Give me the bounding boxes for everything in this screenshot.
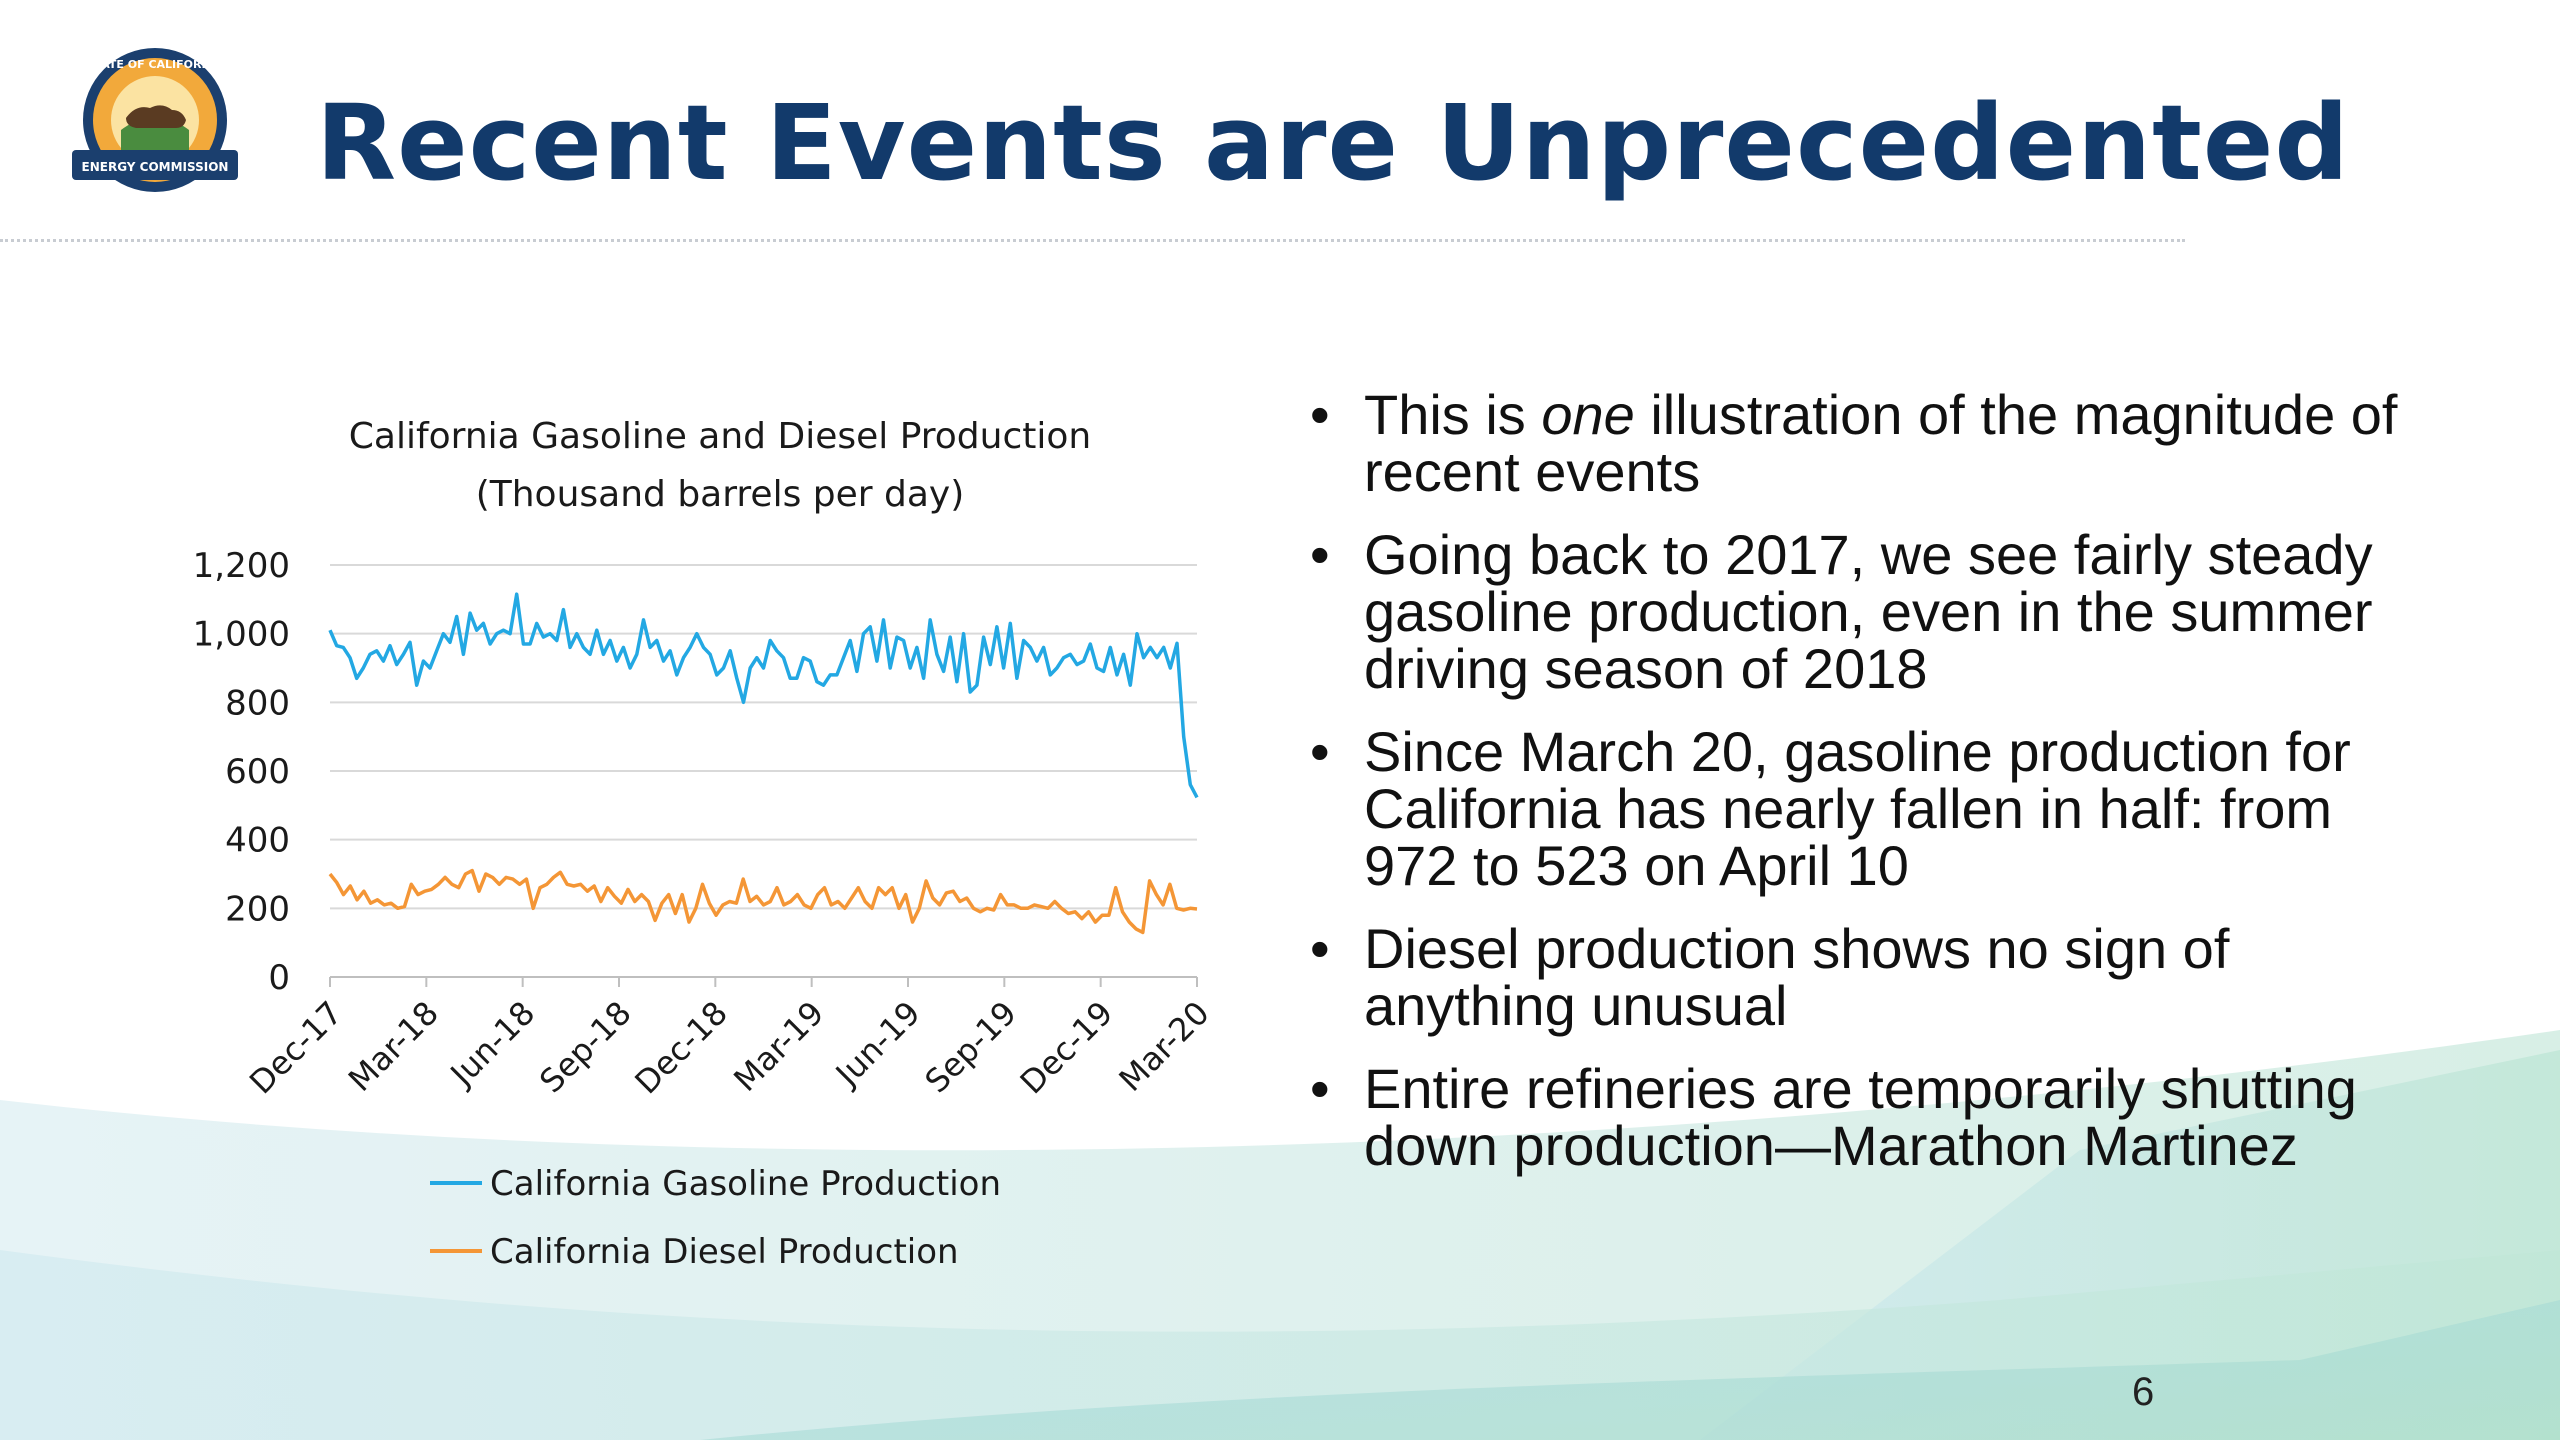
chart-gridlines [330,564,1197,910]
y-tick-label: 200 [225,889,290,929]
x-tick-label: Sep-18 [532,994,638,1100]
page-number: 6 [2132,1370,2155,1414]
bullet-marker: • [1310,1057,1330,1120]
y-tick-label: 800 [225,683,290,723]
bullet-list: • This is one illustration of the magnitu… [1310,386,2430,1200]
chart-title: California Gasoline and Diesel Productio… [349,416,1091,457]
bullet-emphasis: one [1541,383,1635,446]
seal-banner-text: ENERGY COMMISSION [82,160,229,174]
slide-title: Recent Events are Unprecedented [316,82,2350,204]
bullet-text: Since March 20, gasoline production for … [1364,720,2351,897]
x-axis-ticks: Dec-17Mar-18Jun-18Sep-18Dec-18Mar-19Jun-… [242,977,1217,1101]
gasoline-series-line [328,592,1199,799]
x-tick-label: Mar-20 [1112,994,1217,1099]
y-tick-label: 400 [225,821,290,861]
x-tick-label: Dec-19 [1013,994,1121,1102]
bullet-text: This is [1364,383,1542,446]
x-tick-label: Jun-18 [442,994,543,1095]
bullet-text-continued: illustration of the magnitude of recent … [1364,383,2398,503]
bullet-item: • Entire refineries are temporarily shutt… [1310,1060,2430,1174]
x-tick-label: Dec-17 [242,994,350,1102]
x-tick-label: Mar-18 [341,994,446,1099]
y-tick-label: 600 [225,752,290,792]
bullet-marker: • [1310,523,1330,586]
x-tick-label: Mar-19 [726,994,831,1099]
legend-label-gasoline: California Gasoline Production [490,1164,1001,1204]
bullet-item: • Diesel production shows no sign of anyt… [1310,920,2430,1034]
x-tick-label: Sep-19 [918,994,1024,1100]
bullet-text: Going back to 2017, we see fairly steady… [1364,523,2373,700]
legend-label-diesel: California Diesel Production [490,1232,959,1272]
seal-top-text: STATE OF CALIFORNIA [87,58,224,71]
bullet-text: Entire refineries are temporarily shutti… [1364,1057,2357,1177]
production-line-chart: California Gasoline and Diesel Productio… [193,416,1217,1272]
title-divider [0,239,2185,242]
chart-series [328,592,1199,935]
bullet-item: • Going back to 2017, we see fairly stead… [1310,526,2430,697]
bullet-item: • This is one illustration of the magnitu… [1310,386,2430,500]
y-tick-label: 1,000 [193,615,290,655]
bullet-text: Diesel production shows no sign of anyth… [1364,917,2230,1037]
bullet-item: • Since March 20, gasoline production for… [1310,723,2430,894]
bullet-marker: • [1310,720,1330,783]
x-tick-label: Jun-19 [827,994,928,1095]
diesel-series-line [328,868,1198,935]
bullet-marker: • [1310,917,1330,980]
y-tick-label: 0 [268,958,290,998]
legend: California Gasoline Production Californi… [430,1164,1001,1272]
chart-subtitle: (Thousand barrels per day) [476,474,965,515]
y-axis-ticks: 0 200 400 600 800 1,000 1,200 [193,546,290,998]
y-tick-label: 1,200 [193,546,290,586]
bullet-marker: • [1310,383,1330,446]
x-tick-label: Dec-18 [627,994,735,1102]
energy-commission-seal: ENERGY COMMISSION STATE OF CALIFORNIA [72,48,238,192]
